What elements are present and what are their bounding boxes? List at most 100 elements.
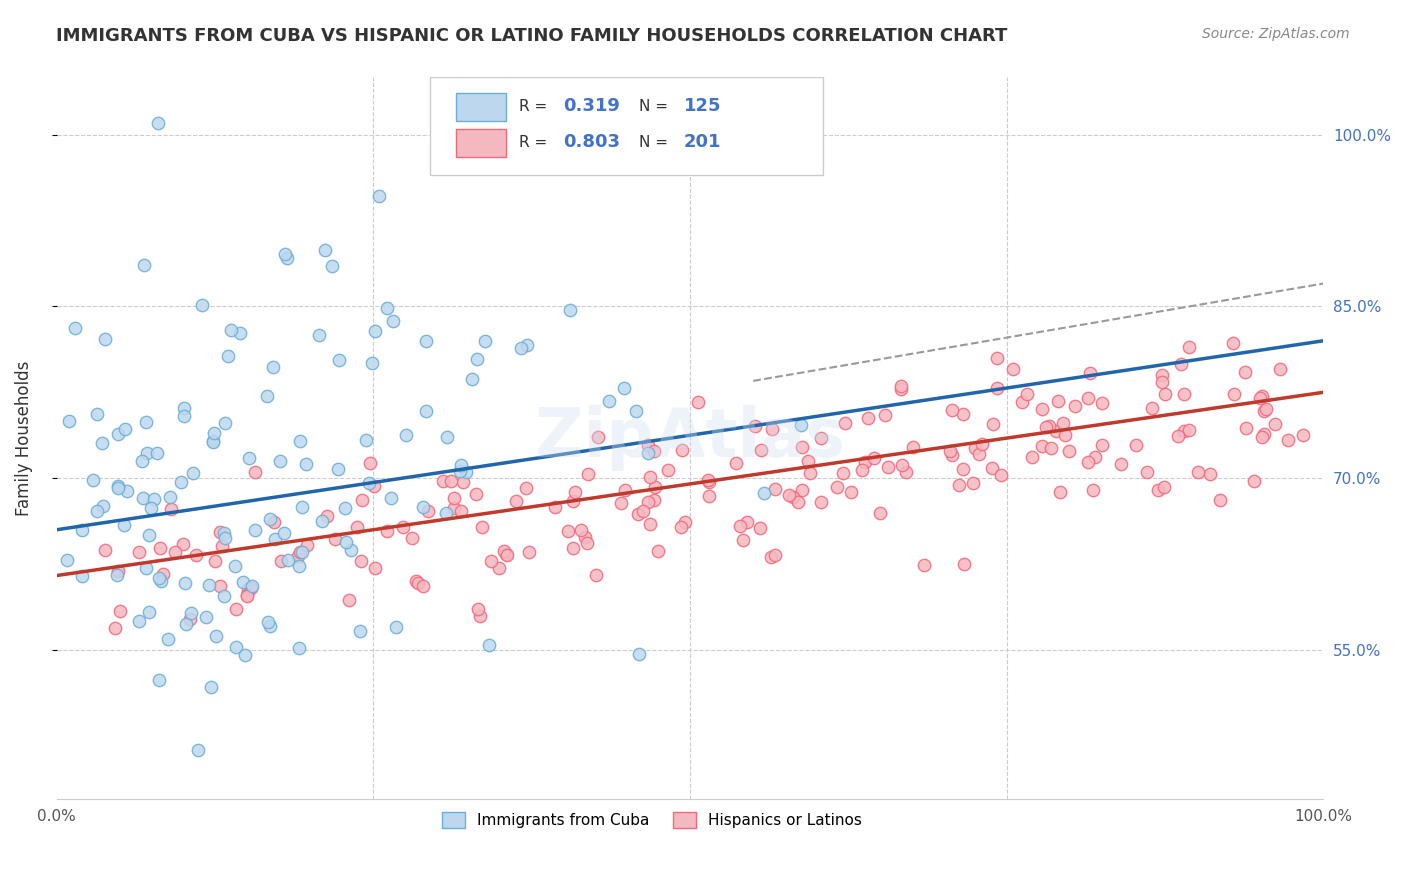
- Point: [159, 491, 181, 505]
- Point: [288, 559, 311, 574]
- Point: [291, 500, 314, 515]
- Point: [233, 648, 256, 662]
- Point: [965, 441, 987, 455]
- Point: [364, 324, 387, 338]
- Point: [443, 491, 465, 505]
- Point: [1222, 336, 1244, 351]
- Point: [1015, 387, 1038, 401]
- Point: [637, 446, 659, 460]
- Point: [323, 532, 346, 546]
- Point: [609, 496, 631, 510]
- Point: [94, 332, 117, 346]
- Point: [173, 409, 195, 424]
- Point: [56, 553, 79, 567]
- Point: [1080, 366, 1102, 380]
- Point: [149, 541, 172, 555]
- Point: [128, 545, 150, 559]
- Point: [1136, 465, 1159, 479]
- Point: [1045, 424, 1067, 438]
- Point: [890, 379, 912, 393]
- Point: [564, 484, 586, 499]
- Point: [58, 414, 80, 428]
- Point: [876, 460, 898, 475]
- Point: [108, 604, 131, 618]
- Point: [219, 323, 242, 337]
- Point: [200, 681, 222, 695]
- Point: [225, 640, 247, 654]
- Point: [70, 569, 93, 583]
- Point: [86, 407, 108, 421]
- Point: [1199, 467, 1222, 481]
- Point: [810, 495, 832, 509]
- Point: [238, 450, 260, 465]
- Point: [970, 437, 993, 451]
- Point: [941, 402, 963, 417]
- Point: [839, 485, 862, 500]
- Point: [1208, 493, 1230, 508]
- Text: R =: R =: [519, 99, 547, 114]
- Y-axis label: Family Households: Family Households: [15, 360, 32, 516]
- Point: [1077, 392, 1099, 406]
- Point: [561, 541, 583, 556]
- Text: 125: 125: [683, 97, 721, 115]
- Point: [562, 493, 585, 508]
- Legend: Immigrants from Cuba, Hispanics or Latinos: Immigrants from Cuba, Hispanics or Latin…: [436, 806, 868, 835]
- Point: [731, 533, 754, 547]
- Point: [1140, 401, 1163, 416]
- Point: [1091, 438, 1114, 452]
- Point: [1084, 450, 1107, 464]
- Point: [669, 520, 692, 534]
- Point: [143, 491, 166, 506]
- Point: [873, 408, 896, 422]
- Point: [1173, 425, 1195, 439]
- Point: [274, 246, 297, 260]
- Point: [980, 460, 1002, 475]
- Point: [752, 486, 775, 500]
- Point: [135, 561, 157, 575]
- Point: [1040, 441, 1063, 455]
- Point: [232, 574, 254, 589]
- Point: [637, 438, 659, 452]
- Point: [495, 548, 517, 562]
- Point: [243, 465, 266, 479]
- Point: [240, 578, 263, 592]
- Point: [236, 589, 259, 603]
- Point: [346, 519, 368, 533]
- Point: [107, 479, 129, 493]
- Point: [194, 610, 217, 624]
- Point: [1249, 391, 1271, 405]
- Point: [321, 259, 343, 273]
- Point: [270, 554, 292, 568]
- Point: [243, 523, 266, 537]
- Point: [510, 341, 533, 355]
- Point: [1170, 357, 1192, 371]
- Point: [1049, 484, 1071, 499]
- Point: [204, 554, 226, 568]
- Point: [132, 258, 155, 272]
- Point: [179, 612, 201, 626]
- Point: [1002, 362, 1025, 376]
- Point: [288, 434, 311, 448]
- Point: [637, 494, 659, 508]
- Point: [488, 560, 510, 574]
- Text: N =: N =: [640, 99, 668, 114]
- Point: [349, 624, 371, 639]
- Point: [146, 116, 169, 130]
- Point: [786, 495, 808, 509]
- Point: [1052, 416, 1074, 430]
- Point: [735, 516, 758, 530]
- Point: [262, 360, 284, 375]
- Point: [574, 530, 596, 544]
- Point: [239, 581, 262, 595]
- Point: [385, 619, 408, 633]
- Point: [1011, 395, 1033, 409]
- Point: [405, 574, 427, 588]
- Point: [224, 558, 246, 573]
- Point: [759, 550, 782, 565]
- Point: [263, 515, 285, 529]
- Point: [467, 602, 489, 616]
- Point: [208, 525, 231, 540]
- Point: [381, 314, 404, 328]
- Point: [184, 548, 207, 562]
- Point: [901, 440, 924, 454]
